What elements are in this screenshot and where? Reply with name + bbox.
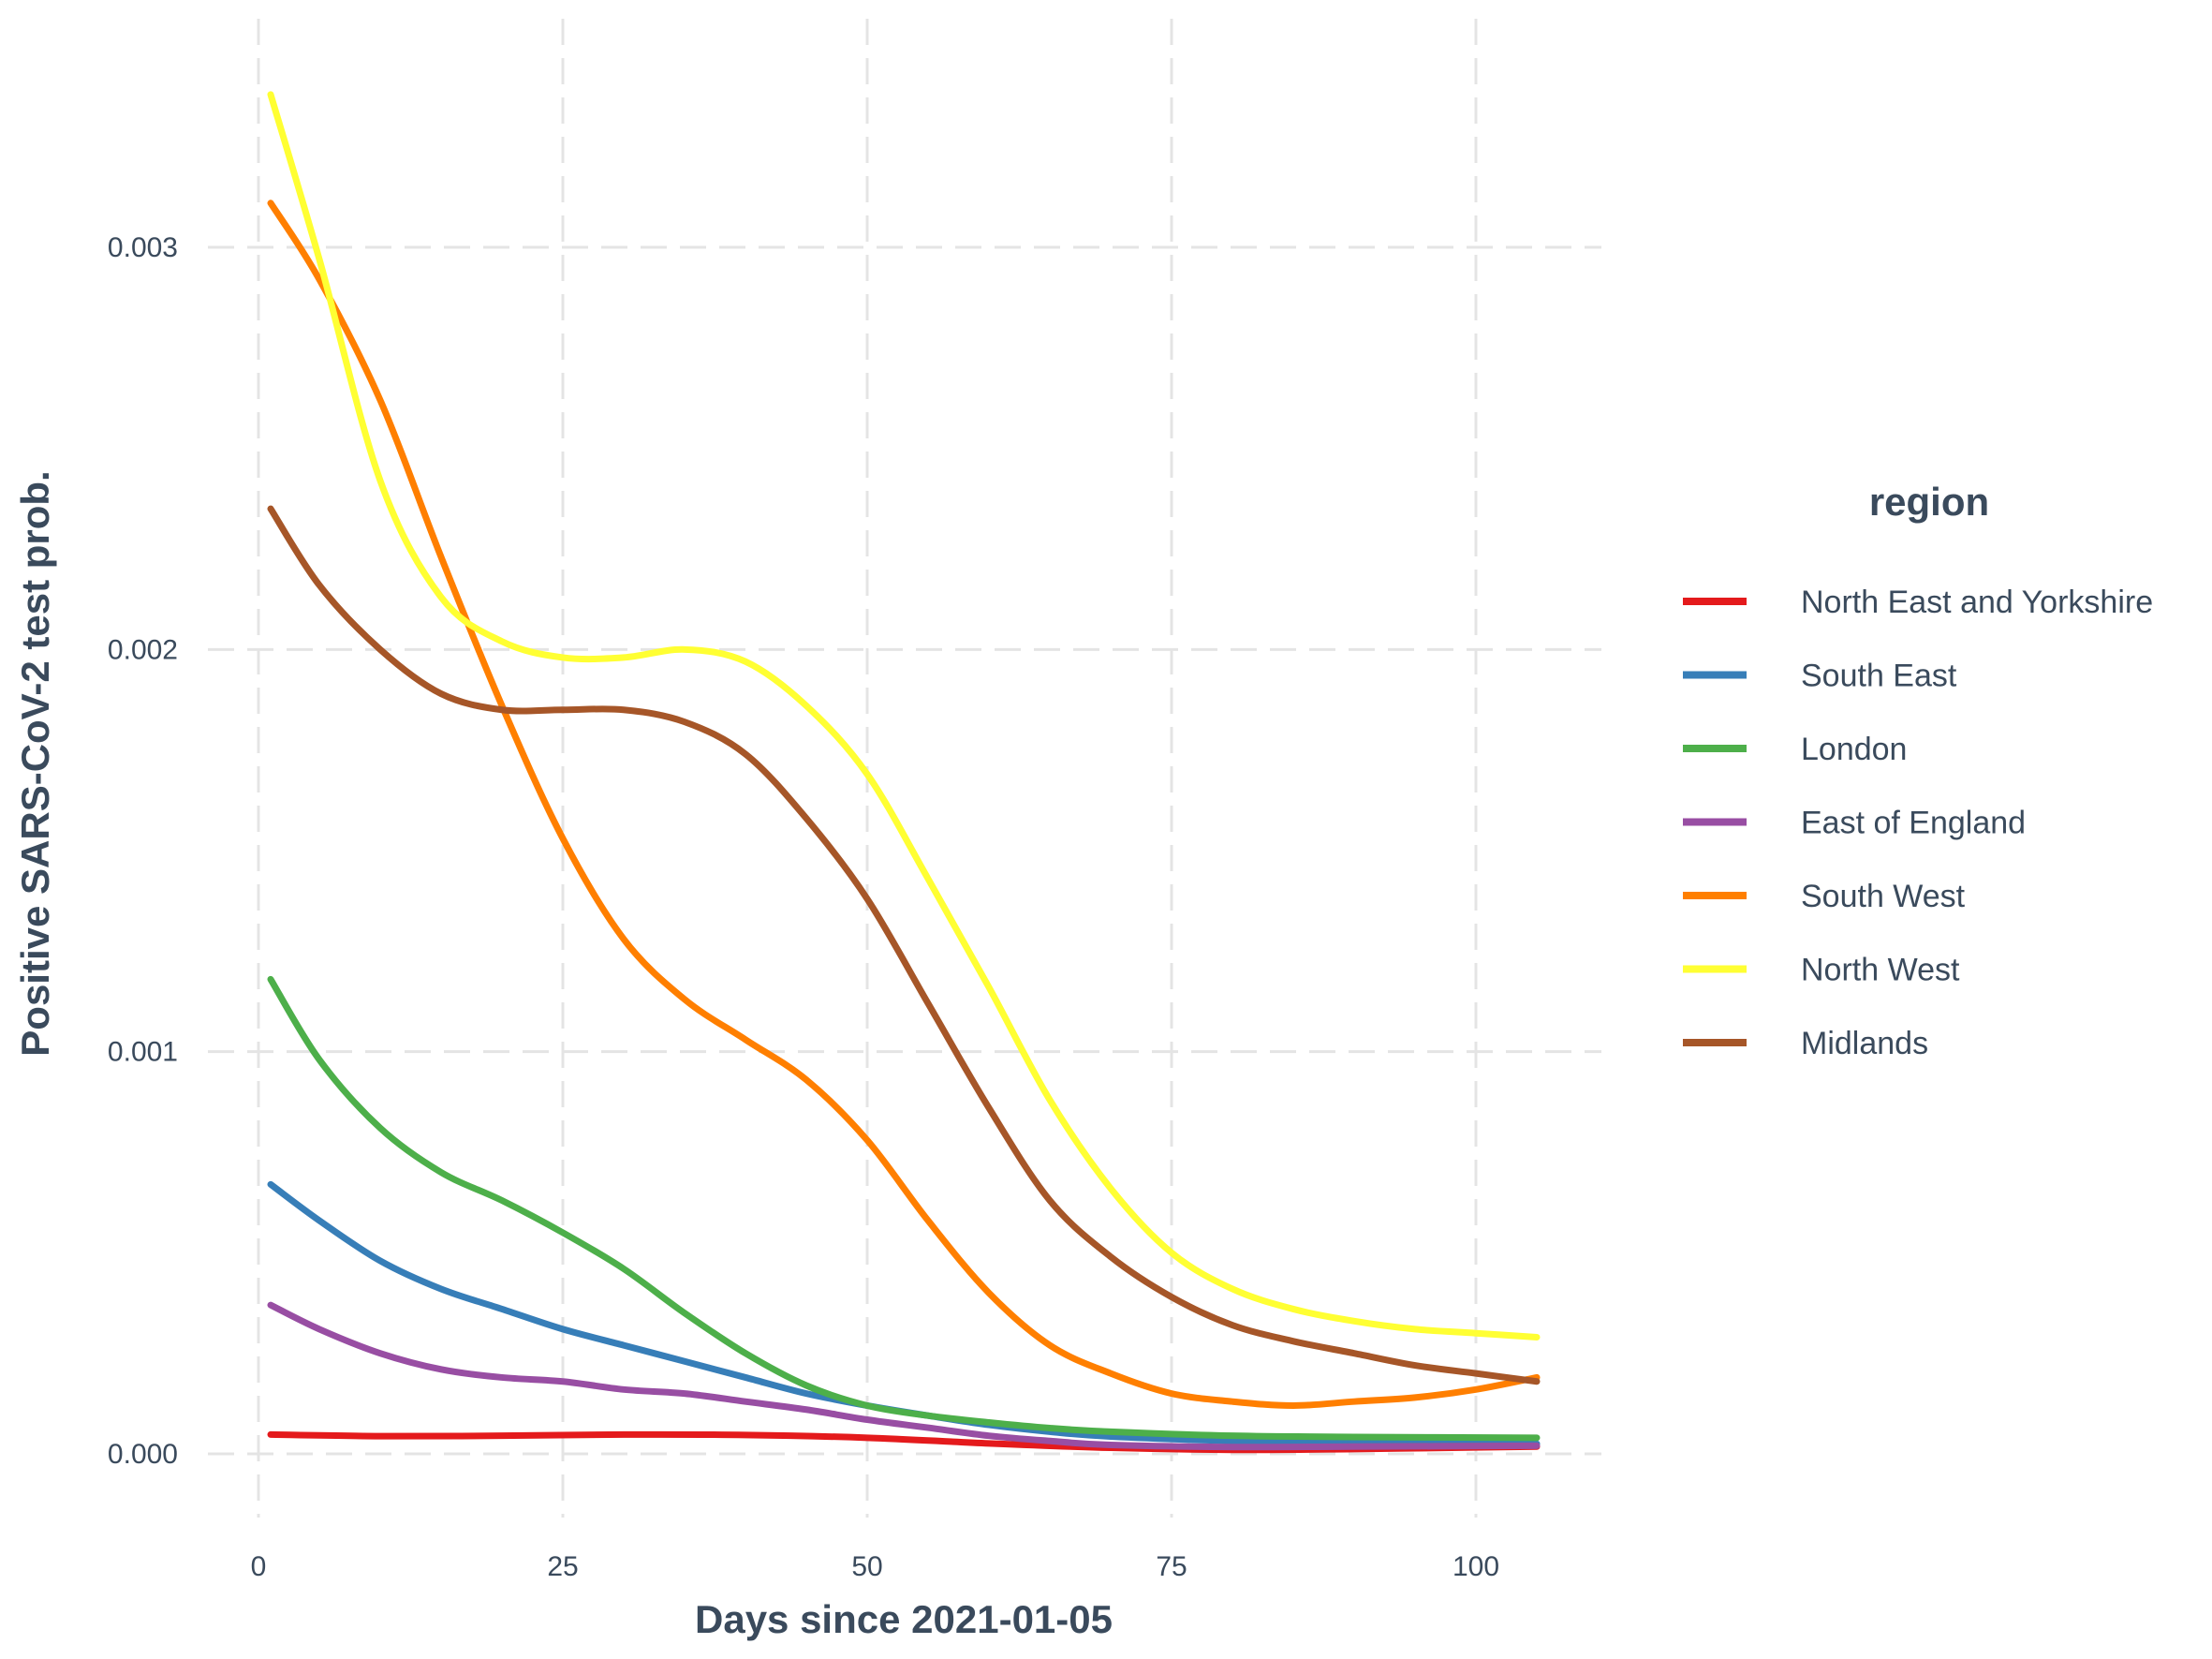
legend-label: East of England (1801, 806, 2026, 841)
x-tick-label: 0 (251, 1551, 267, 1582)
legend-label: South East (1801, 659, 1957, 694)
series-line-south-east (267, 1180, 1541, 1447)
y-axis-title: Positive SARS-CoV-2 test prob. (13, 470, 57, 1056)
y-tick-label: 0.001 (108, 1037, 178, 1068)
series-line-midlands (267, 505, 1541, 1385)
legend-title: region (1869, 480, 1989, 524)
legend-label: Midlands (1801, 1026, 1928, 1061)
y-tick-label: 0.000 (108, 1439, 178, 1470)
x-tick-label: 25 (547, 1551, 578, 1582)
x-axis-title: Days since 2021-01-05 (695, 1597, 1113, 1641)
series-lines (267, 91, 1541, 1454)
legend-label: South West (1801, 879, 1966, 914)
x-tick-label: 100 (1453, 1551, 1499, 1582)
series-line-east-of-england (267, 1301, 1541, 1451)
y-tick-label: 0.002 (108, 634, 178, 665)
legend: region North East and Yorkshire South Eas… (1683, 480, 2153, 1061)
x-tick-label: 50 (851, 1551, 882, 1582)
grid-lines (208, 19, 1601, 1518)
legend-label: London (1801, 732, 1907, 767)
x-tick-label: 75 (1156, 1551, 1187, 1582)
series-line-london (267, 975, 1541, 1442)
y-tick-label: 0.003 (108, 232, 178, 263)
y-axis-ticks: 0.000 0.001 0.002 0.003 (108, 232, 178, 1470)
legend-label: North West (1801, 953, 1960, 988)
legend-label: North East and Yorkshire (1801, 585, 2153, 620)
series-line-north-west (267, 91, 1541, 1341)
series-line-south-west (267, 200, 1541, 1409)
x-axis-ticks: 0 25 50 75 100 (251, 1551, 1499, 1582)
